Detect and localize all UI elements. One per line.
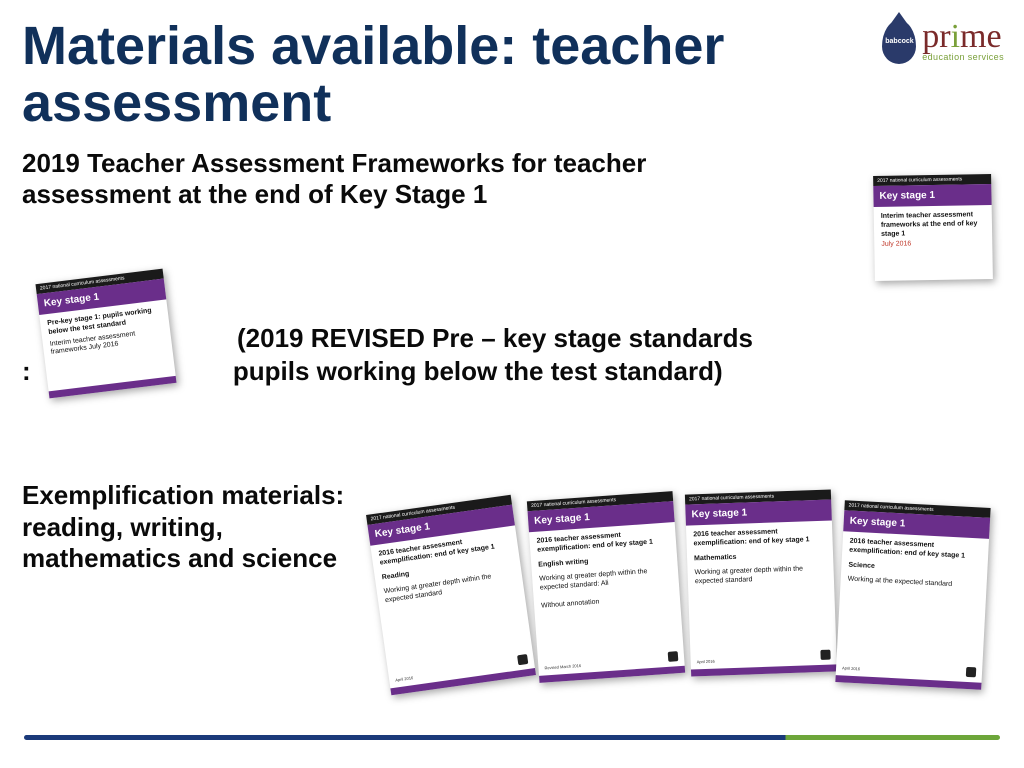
revised-line-2a: : (22, 356, 31, 386)
doc-crest: April 2016 (842, 660, 976, 677)
doc-body-title: 2016 teacher assessment exemplification:… (536, 529, 669, 556)
doc-body-title: Interim teacher assessment frameworks at… (881, 211, 985, 239)
doc-purplebar: Key stage 1 (873, 184, 991, 207)
doc-thumbnail-reading: 2017 national curriculum assessments Key… (366, 495, 536, 696)
prime-word: prime (922, 22, 1004, 53)
doc-footer-bar (49, 376, 177, 399)
prime-logo: prime education services (922, 22, 1004, 63)
doc-thumbnail-prekey: 2017 national curriculum assessments Key… (35, 269, 176, 399)
framework-heading: 2019 Teacher Assessment Frameworks for t… (22, 148, 722, 210)
doc-thumbnail-science: 2017 national curriculum assessments Key… (835, 500, 990, 689)
slide-title: Materials available: teacher assessment (22, 18, 802, 131)
footer-rule (24, 735, 1000, 740)
doc-body-title: 2016 teacher assessment exemplification:… (849, 538, 982, 562)
exemplification-heading: Exemplification materials: reading, writ… (22, 480, 382, 575)
doc-thumbnail-frameworks: 2017 national curriculum assessments Key… (873, 174, 993, 281)
doc-body-title: 2016 teacher assessment exemplification:… (693, 527, 826, 549)
doc-crest: April 2016 (696, 650, 830, 665)
doc-body-date: July 2016 (881, 239, 985, 250)
doc-footer-bar (835, 675, 981, 690)
doc-row: 2017 national curriculum assessments Key… (378, 486, 1006, 686)
babcock-drop-icon: babcock (882, 20, 916, 64)
doc-footer-bar (691, 664, 837, 676)
babcock-label: babcock (885, 38, 913, 45)
doc-thumbnail-maths: 2017 national curriculum assessments Key… (685, 490, 837, 677)
doc-detail: Working at greater depth within the expe… (694, 565, 827, 587)
doc-thumbnail-writing: 2017 national curriculum assessments Key… (527, 491, 685, 683)
prime-tagline: education services (922, 52, 1004, 62)
brand-logo: babcock prime education services (882, 20, 1004, 64)
doc-subject: Mathematics (694, 550, 826, 563)
doc-detail: Working at greater depth within the expe… (539, 567, 673, 611)
doc-subject: Science (848, 561, 980, 577)
doc-detail: Working at the expected standard (847, 576, 979, 592)
